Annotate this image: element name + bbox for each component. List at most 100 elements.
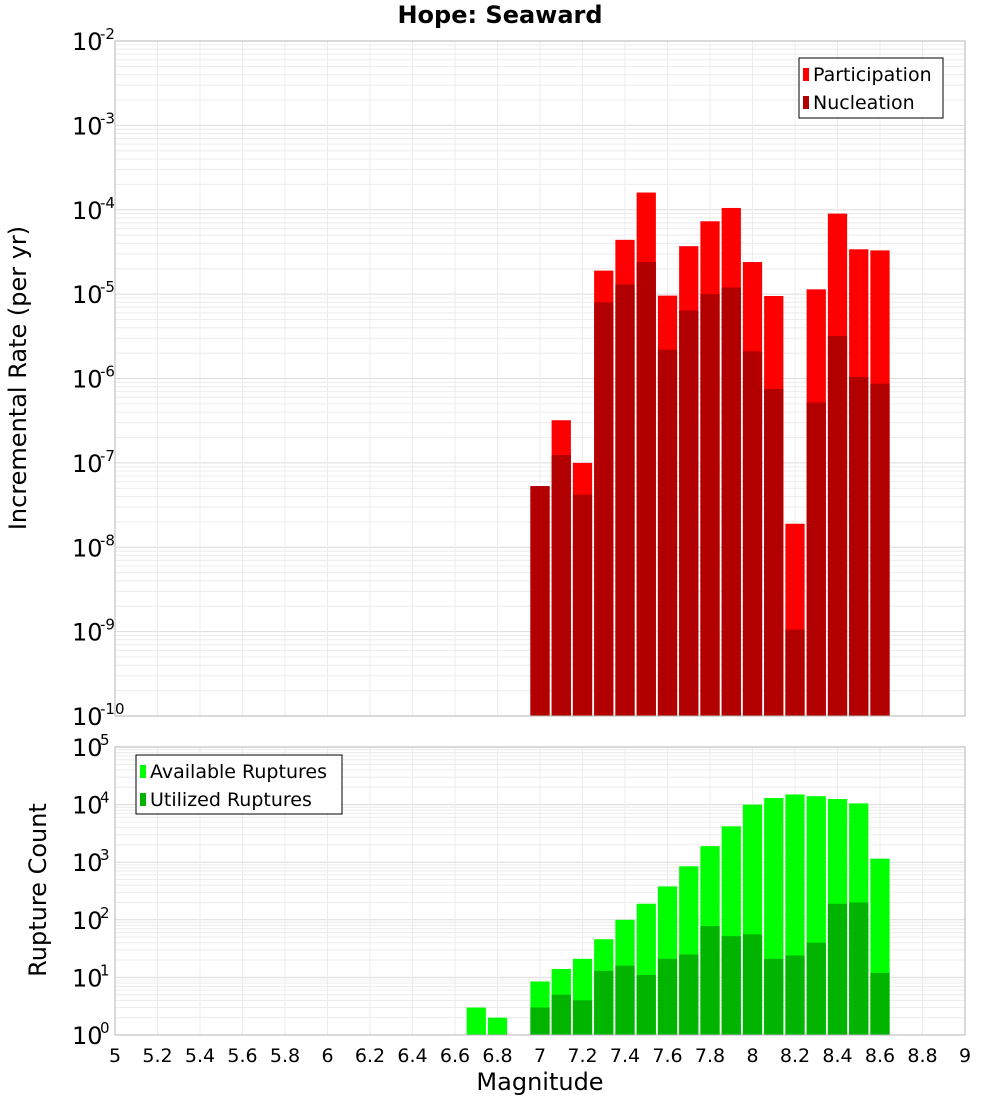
bar-nucleation: [870, 383, 890, 716]
bar-utilized-ruptures: [551, 994, 571, 1035]
legend-swatch: [803, 96, 809, 109]
y-tick-label: 10: [72, 907, 103, 935]
x-tick-label: 5.6: [227, 1045, 257, 1067]
bar-utilized-ruptures: [764, 958, 784, 1035]
y-tick-label: 10: [72, 734, 103, 762]
top-plot-area: 10-1010-910-810-710-610-510-410-310-2Par…: [72, 25, 966, 731]
bar-utilized-ruptures: [657, 958, 678, 1035]
y-tick-exponent: 2: [100, 904, 110, 922]
bar-utilized-ruptures: [827, 903, 848, 1035]
x-tick-label: 5.4: [185, 1045, 215, 1067]
y-tick-exponent: 1: [100, 961, 110, 979]
x-tick-label: 9: [959, 1045, 971, 1067]
y-tick-label: 10: [72, 281, 103, 309]
y-tick-exponent: -5: [100, 278, 115, 296]
x-tick-label: 8: [746, 1045, 758, 1067]
x-tick-label: 5.8: [270, 1045, 300, 1067]
x-tick-label: 7: [534, 1045, 546, 1067]
bar-nucleation: [700, 294, 720, 717]
y-tick-label: 10: [72, 703, 103, 731]
y-tick-label: 10: [72, 619, 103, 647]
y-tick-label: 10: [72, 849, 103, 877]
y-tick-exponent: -8: [100, 531, 115, 549]
y-tick-exponent: 0: [100, 1019, 110, 1037]
bar-nucleation: [785, 629, 805, 716]
bar-nucleation: [572, 494, 593, 716]
y-tick-label: 10: [72, 112, 103, 140]
legend-label: Available Ruptures: [150, 761, 327, 783]
y-tick-label: 10: [72, 534, 103, 562]
y-tick-exponent: 5: [100, 731, 110, 749]
bar-nucleation: [679, 310, 699, 716]
legend-swatch: [140, 793, 146, 806]
y-tick-exponent: -9: [100, 616, 115, 634]
bar-available-ruptures: [487, 1017, 508, 1035]
y-tick-label: 10: [72, 792, 103, 820]
bar-utilized-ruptures: [806, 942, 826, 1035]
y-tick-exponent: 4: [100, 789, 110, 807]
x-axis-label: Magnitude: [476, 1068, 603, 1096]
x-tick-label: 7.8: [695, 1045, 725, 1067]
x-tick-label: 6.8: [482, 1045, 512, 1067]
bar-available-ruptures: [466, 1007, 486, 1035]
x-tick-label: 6.2: [355, 1045, 385, 1067]
plot-frame: [114, 40, 966, 717]
bar-nucleation: [551, 454, 571, 716]
x-tick-label: 5.2: [142, 1045, 172, 1067]
y-tick-label: 10: [72, 964, 103, 992]
x-tick-label: 7.2: [567, 1045, 597, 1067]
y-tick-label: 10: [72, 450, 103, 478]
bottom-y-axis-label: Rupture Count: [24, 803, 52, 977]
x-tick-label: 7.6: [652, 1045, 682, 1067]
bar-utilized-ruptures: [572, 1000, 593, 1035]
legend-swatch: [140, 765, 146, 778]
bar-nucleation: [806, 402, 826, 716]
legend-label: Nucleation: [813, 92, 915, 114]
bar-nucleation: [721, 287, 741, 716]
bar-nucleation: [742, 351, 763, 716]
legend: Available Ruptures Utilized Ruptures: [135, 754, 343, 815]
y-tick-label: 10: [72, 197, 103, 225]
y-tick-exponent: -7: [100, 447, 115, 465]
x-tick-label: 7.4: [610, 1045, 640, 1067]
y-tick-label: 10: [72, 1022, 103, 1050]
y-tick-label: 10: [72, 366, 103, 394]
y-tick-exponent: -3: [100, 109, 115, 127]
x-tick-label: 6.4: [397, 1045, 427, 1067]
bar-utilized-ruptures: [530, 1007, 550, 1035]
y-tick-exponent: -4: [100, 194, 115, 212]
bar-utilized-ruptures: [785, 955, 805, 1035]
legend-box: [135, 754, 343, 815]
bar-nucleation: [827, 335, 848, 716]
x-tick-label: 5: [109, 1045, 121, 1067]
x-tick-label: 6: [321, 1045, 333, 1067]
bar-nucleation: [594, 302, 614, 716]
y-tick-exponent: -2: [100, 25, 115, 43]
legend-label: Participation: [813, 64, 932, 86]
x-tick-label: 8.8: [907, 1045, 937, 1067]
x-tick-label: 8.2: [780, 1045, 810, 1067]
bar-nucleation: [657, 349, 678, 716]
x-tick-label: 6.6: [440, 1045, 470, 1067]
bar-nucleation: [530, 486, 550, 716]
bar-utilized-ruptures: [615, 965, 635, 1035]
bar-utilized-ruptures: [849, 902, 869, 1035]
legend-box: [798, 57, 944, 119]
bar-utilized-ruptures: [636, 975, 656, 1035]
y-tick-exponent: -10: [100, 700, 125, 718]
y-tick-exponent: -6: [100, 363, 115, 381]
chart-title: Hope: Seaward: [397, 1, 602, 29]
y-tick-label: 10: [72, 28, 103, 56]
bar-nucleation: [764, 389, 784, 716]
x-tick-label: 8.4: [822, 1045, 852, 1067]
bar-utilized-ruptures: [700, 926, 720, 1035]
bar-nucleation: [636, 262, 656, 716]
bar-utilized-ruptures: [870, 972, 890, 1035]
top-y-axis-label: Incremental Rate (per yr): [4, 226, 32, 530]
legend: Participation Nucleation: [798, 57, 944, 119]
legend-swatch: [803, 68, 809, 81]
bar-nucleation: [849, 377, 869, 716]
